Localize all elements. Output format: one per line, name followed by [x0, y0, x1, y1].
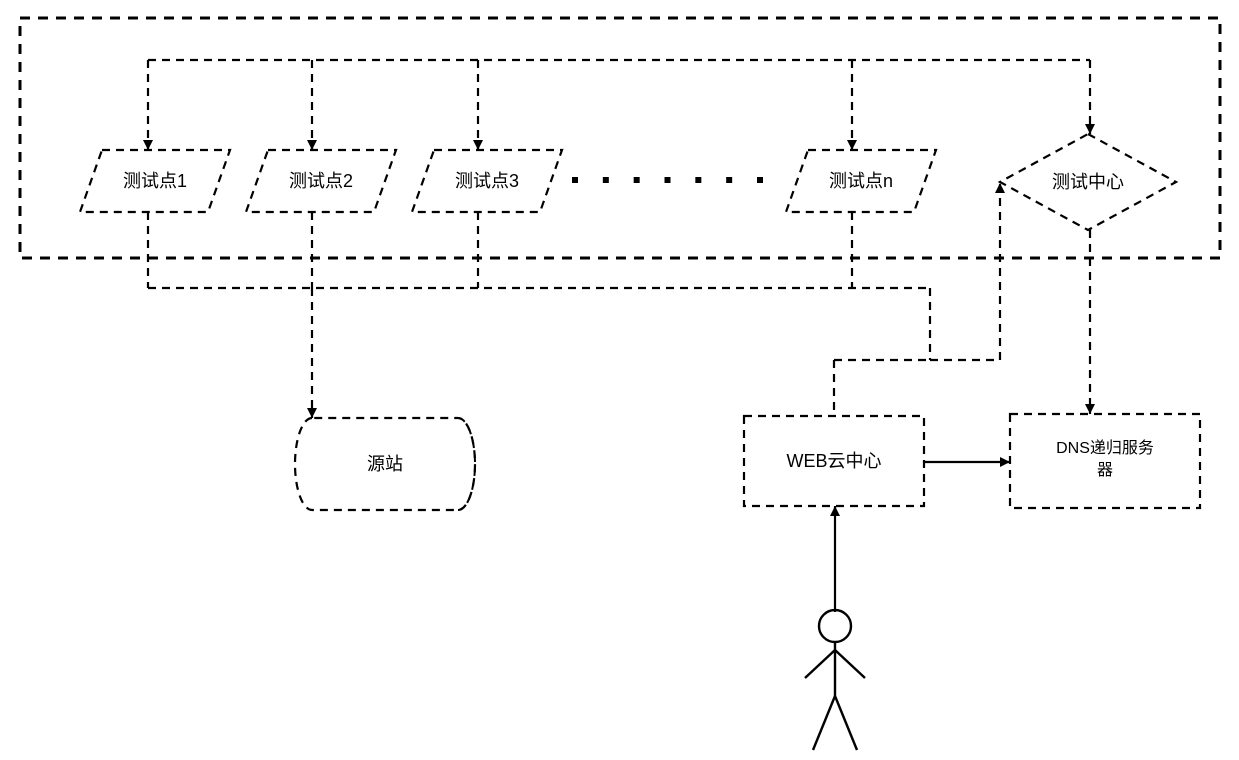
- test-point-label-tpn: 测试点n: [829, 171, 893, 191]
- test-group-boundary: [20, 18, 1220, 258]
- ellipsis-dot: [634, 177, 640, 183]
- web-cloud-center-label: WEB云中心: [786, 451, 881, 471]
- ellipsis-dot: [757, 177, 763, 183]
- ellipsis-dot: [665, 177, 671, 183]
- dns-server-node: [1010, 414, 1200, 508]
- user-icon: [805, 610, 865, 750]
- test-point-label-tp3: 测试点3: [455, 171, 519, 191]
- test-point-label-tp2: 测试点2: [289, 171, 353, 191]
- ellipsis-dot: [695, 177, 701, 183]
- ellipsis-dot: [726, 177, 732, 183]
- ellipsis-dot: [572, 177, 578, 183]
- ellipsis-dot: [603, 177, 609, 183]
- test-point-label-tp1: 测试点1: [123, 171, 187, 191]
- source-station-label: 源站: [367, 454, 403, 474]
- test-center-label: 测试中心: [1052, 172, 1124, 192]
